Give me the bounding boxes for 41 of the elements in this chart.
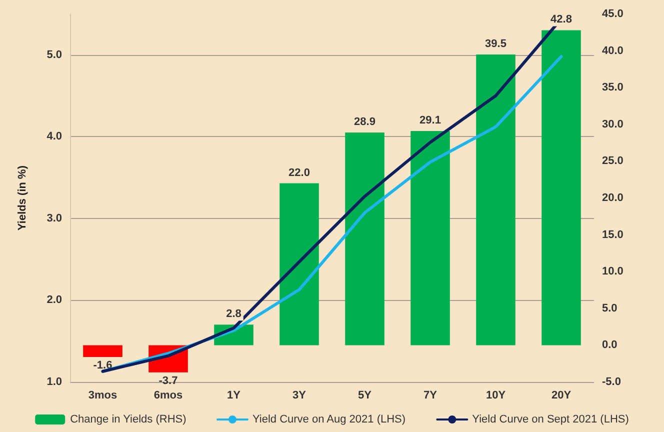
y2-tick-label: 40.0 [602, 44, 624, 57]
y-tick-label: 3.0 [46, 212, 62, 224]
x-tick-label: 3mos [88, 390, 118, 402]
y-tick-label: 4.0 [46, 130, 62, 143]
data-label: 2.8 [226, 308, 242, 320]
x-tick-label: 3Y [292, 390, 307, 402]
bar [476, 54, 516, 346]
data-label: -1.6 [93, 359, 112, 372]
x-tick-label: 20Y [551, 390, 572, 402]
y2-tick-label: 25.0 [602, 155, 624, 168]
y2-tick-label: -5.0 [602, 376, 621, 388]
y2-tick-label: 0.0 [602, 339, 618, 352]
y-tick-label: 1.0 [46, 376, 62, 388]
y-axis-title: Yields (in %) [16, 165, 28, 230]
bar [410, 131, 450, 346]
y2-tick-label: 45.0 [602, 8, 624, 20]
x-tick-label: 10Y [486, 390, 506, 402]
data-label: 29.1 [420, 114, 441, 127]
bar [345, 132, 384, 346]
bar [83, 345, 122, 357]
bar [280, 183, 319, 346]
x-tick-label: 5Y [358, 390, 372, 402]
y2-tick-label: 10.0 [602, 266, 624, 278]
y2-tick-label: 15.0 [602, 228, 624, 241]
legend-label: Yield Curve on Sept 2021 (LHS) [472, 414, 629, 426]
legend-label: Change in Yields (RHS) [70, 414, 186, 426]
y2-tick-label: 20.0 [602, 192, 624, 204]
y-tick-label: 2.0 [46, 294, 62, 306]
y2-tick-label: 5.0 [602, 302, 618, 314]
x-tick-label: 7Y [424, 390, 438, 402]
y-tick-label: 5.0 [46, 48, 62, 61]
data-label: -3.7 [158, 374, 178, 387]
x-tick-label: 6mos [154, 390, 183, 402]
data-label: 28.9 [354, 116, 376, 128]
data-label: 39.5 [485, 38, 506, 50]
data-label: 22.0 [288, 166, 310, 179]
y2-tick-label: 35.0 [602, 82, 624, 94]
bar [542, 30, 581, 346]
legend-label: Yield Curve on Aug 2021 (LHS) [252, 414, 406, 426]
y2-tick-label: 30.0 [602, 118, 624, 130]
x-tick-label: 1Y [227, 390, 242, 402]
